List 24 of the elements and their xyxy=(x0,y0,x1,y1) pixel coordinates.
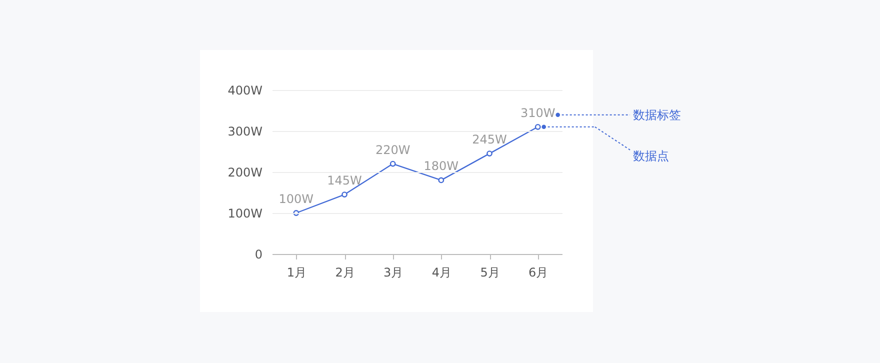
data-label: 220W xyxy=(375,142,410,157)
x-tick-label: 6月 xyxy=(528,266,548,280)
data-label: 310W xyxy=(520,106,556,120)
text: 数据标签 xyxy=(633,108,681,122)
data-label: 145W xyxy=(327,174,362,188)
y-tick-label: 100W xyxy=(228,206,263,220)
point xyxy=(438,177,444,184)
data-label: 100W xyxy=(278,192,314,206)
point xyxy=(534,124,541,130)
x-tick-label: 2月 xyxy=(335,266,355,280)
text: 数据点 xyxy=(633,148,669,163)
point xyxy=(486,150,492,156)
x-tick-label: 3月 xyxy=(384,266,404,280)
x-tick-label: 1月 xyxy=(286,266,306,280)
x-tick-label: 5月 xyxy=(480,266,500,280)
x-tick-label: 4月 xyxy=(432,266,452,280)
y-tick-label: 300W xyxy=(228,124,263,138)
y-tick-label: 200W xyxy=(228,166,263,180)
data-label: 180W xyxy=(424,159,459,174)
data-label: 245W xyxy=(472,132,508,147)
point xyxy=(390,160,396,167)
y-tick-label: 0 xyxy=(254,248,262,262)
point xyxy=(342,192,348,198)
y-tick-label: 400W xyxy=(228,84,263,98)
